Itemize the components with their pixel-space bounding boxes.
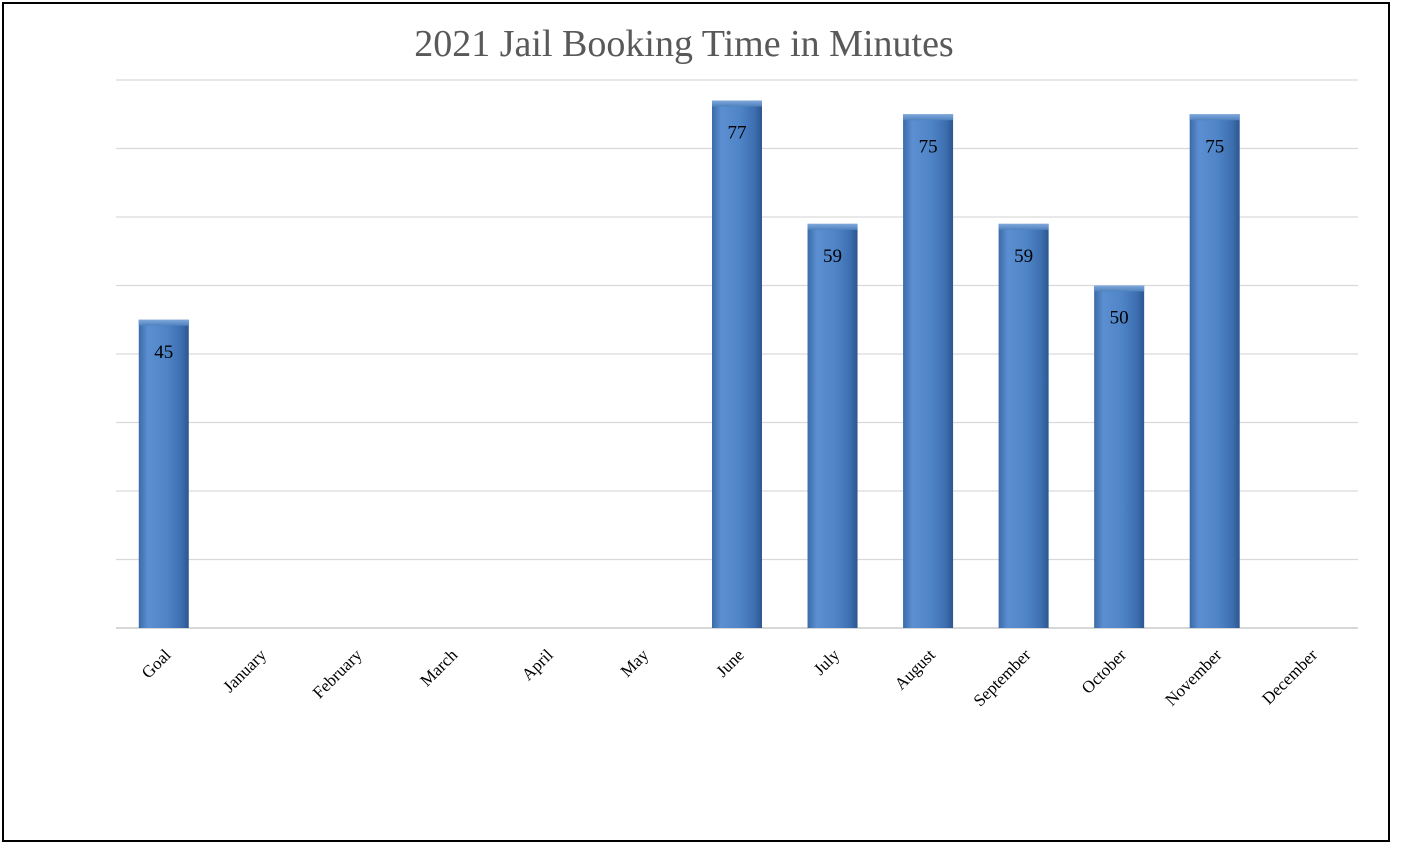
- x-tick-label-april: April: [518, 645, 557, 684]
- data-label-october: 50: [1110, 308, 1129, 329]
- bar-bevel: [712, 100, 762, 107]
- bar-july: [807, 223, 858, 628]
- bar-body: [712, 100, 762, 629]
- data-label-september: 59: [1014, 246, 1033, 267]
- x-tick-label-september: September: [970, 645, 1035, 710]
- data-labels: 45 77 59 75 59 50 75: [154, 123, 1224, 363]
- bar-body: [903, 114, 954, 628]
- x-tick-label-march: March: [416, 645, 461, 690]
- bar-body: [807, 223, 858, 628]
- data-label-august: 75: [919, 136, 938, 157]
- data-label-november: 75: [1205, 136, 1224, 157]
- bar-body: [1189, 114, 1240, 628]
- data-label-goal: 45: [154, 342, 173, 363]
- bar-bevel: [1189, 114, 1240, 121]
- bar-bevel: [903, 114, 954, 121]
- bar-body: [1094, 285, 1145, 628]
- bars: [138, 100, 1240, 629]
- bar-body: [138, 319, 189, 628]
- data-label-june: 77: [728, 123, 747, 144]
- x-tick-label-goal: Goal: [138, 645, 175, 682]
- bar-august: [903, 114, 954, 628]
- bar-chart: 45 77 59 75 59 50 75 Goal January February March A…: [116, 79, 1358, 710]
- x-tick-label-august: August: [891, 645, 939, 693]
- x-tick-label-november: November: [1161, 645, 1225, 709]
- x-tick-label-may: May: [617, 645, 653, 681]
- bar-bevel: [138, 319, 189, 326]
- bar-june: [712, 100, 762, 629]
- bar-october: [1094, 285, 1145, 628]
- x-tick-label-october: October: [1078, 645, 1130, 697]
- x-tick-label-july: July: [810, 645, 844, 679]
- x-tick-label-january: January: [219, 645, 270, 696]
- bar-bevel: [807, 223, 858, 230]
- bar-goal: [138, 319, 189, 628]
- bar-bevel: [1094, 285, 1145, 292]
- bar-september: [998, 223, 1049, 628]
- data-label-july: 59: [823, 246, 842, 267]
- bar-november: [1189, 114, 1240, 628]
- x-tick-label-february: February: [309, 645, 366, 702]
- x-tick-labels: Goal January February March April May June July…: [138, 645, 1322, 710]
- chart-title: 2021 Jail Booking Time in Minutes: [414, 23, 954, 65]
- bar-bevel: [998, 223, 1049, 230]
- x-tick-label-december: December: [1258, 645, 1321, 708]
- bar-body: [998, 223, 1049, 628]
- x-tick-label-june: June: [712, 645, 747, 680]
